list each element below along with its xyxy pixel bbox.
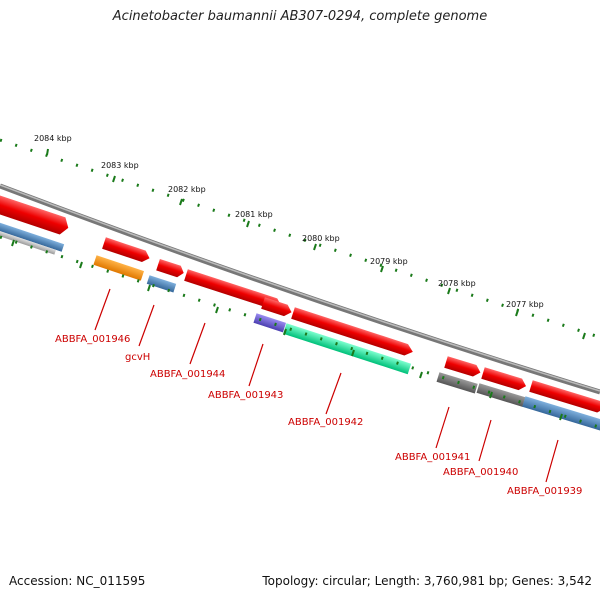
gene-label[interactable]: ABBFA_001941 <box>395 452 470 463</box>
major-tick <box>112 175 116 183</box>
genome-stats-text: Topology: circular; Length: 3,760,981 bp… <box>262 574 592 588</box>
leader-line <box>545 439 559 483</box>
label-leader-lines <box>94 288 559 483</box>
scale-label: 2081 kbp <box>235 210 273 219</box>
major-tick <box>351 349 355 357</box>
gene-labels: ABBFA_001946 gcvH ABBFA_001944 ABBFA_001… <box>55 334 582 497</box>
gene-label[interactable]: ABBFA_001940 <box>443 467 518 478</box>
forward-strand-features <box>0 195 600 414</box>
map-title: Acinetobacter baumannii AB307-0294, comp… <box>112 9 488 24</box>
blue-feature[interactable] <box>522 396 600 431</box>
scale-label: 2082 kbp <box>168 185 206 194</box>
leader-line <box>325 372 342 415</box>
leader-line <box>138 304 155 347</box>
major-tick <box>582 332 586 340</box>
leader-line <box>189 322 206 365</box>
scale-labels: 2084 kbp 2083 kbp 2082 kbp 2081 kbp 2080… <box>34 134 544 309</box>
major-tick <box>489 391 493 399</box>
grey-feature[interactable] <box>476 383 526 407</box>
cds-feature[interactable] <box>291 307 415 357</box>
gene-label[interactable]: ABBFA_001943 <box>208 390 283 401</box>
leader-line <box>248 343 264 387</box>
major-tick <box>79 261 83 269</box>
cds-feature[interactable] <box>529 380 600 414</box>
blue-feature[interactable] <box>0 221 65 252</box>
scale-label: 2083 kbp <box>101 161 139 170</box>
orange-feature[interactable] <box>93 255 145 281</box>
gene-label[interactable]: gcvH <box>125 352 150 363</box>
outer-major-ticks <box>46 148 586 340</box>
scale-label: 2080 kbp <box>302 234 340 243</box>
major-tick <box>515 309 519 317</box>
cds-feature[interactable] <box>444 356 482 378</box>
cds-feature[interactable] <box>102 237 151 264</box>
inner-major-ticks <box>11 239 563 421</box>
secondary-features <box>0 221 600 431</box>
cds-feature[interactable] <box>0 195 71 236</box>
major-tick <box>559 413 563 421</box>
purple-feature[interactable] <box>253 313 287 333</box>
scale-label: 2084 kbp <box>34 134 72 143</box>
major-tick <box>246 220 250 228</box>
silver-feature[interactable] <box>0 228 56 255</box>
major-tick <box>313 243 317 251</box>
gene-label[interactable]: ABBFA_001939 <box>507 486 582 497</box>
leader-line <box>435 406 450 449</box>
major-tick <box>380 265 384 273</box>
genome-backbone <box>0 183 600 395</box>
cds-feature[interactable] <box>184 269 283 311</box>
green-feature[interactable] <box>283 323 412 375</box>
scale-label: 2078 kbp <box>438 279 476 288</box>
major-tick <box>147 284 151 292</box>
cds-feature[interactable] <box>481 367 528 392</box>
scale-label: 2077 kbp <box>506 300 544 309</box>
cds-feature[interactable] <box>156 258 185 279</box>
leader-line <box>478 419 492 462</box>
genome-backbone-highlight <box>0 184 600 392</box>
gene-label[interactable]: ABBFA_001946 <box>55 334 130 345</box>
major-tick <box>179 198 183 206</box>
accession-text: Accession: NC_011595 <box>9 574 146 588</box>
blue-feature[interactable] <box>146 275 177 293</box>
major-tick <box>283 328 287 336</box>
grey-feature[interactable] <box>436 372 478 394</box>
leader-line <box>94 288 111 331</box>
major-tick <box>215 306 219 314</box>
scale-label: 2079 kbp <box>370 257 408 266</box>
cds-feature[interactable] <box>261 297 293 318</box>
major-tick <box>419 371 423 379</box>
gene-label[interactable]: ABBFA_001942 <box>288 417 363 428</box>
gene-label[interactable]: ABBFA_001944 <box>150 369 225 380</box>
major-tick <box>46 148 49 156</box>
major-tick <box>11 239 15 247</box>
major-tick <box>447 287 451 295</box>
